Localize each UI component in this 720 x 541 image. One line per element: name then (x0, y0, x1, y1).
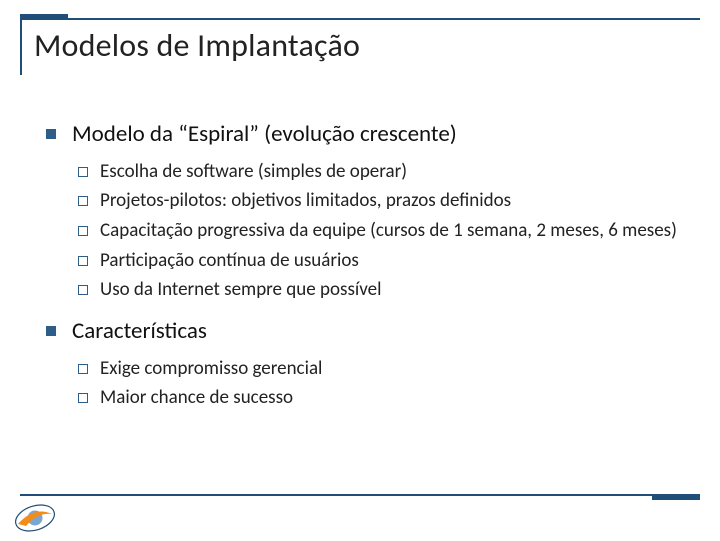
bullet-list-lvl2: Exige compromisso gerencial Maior chance… (72, 356, 678, 411)
slide-title: Modelos de Implantação (20, 26, 700, 65)
footer-rule (20, 494, 700, 496)
list-sub-item: Exige compromisso gerencial (72, 356, 678, 382)
list-sub-item-label: Escolha de software (simples de operar) (100, 160, 407, 183)
list-sub-item: Uso da Internet sempre que possível (72, 277, 678, 303)
footer-rule-accent (652, 496, 700, 500)
list-sub-item-label: Projetos-pilotos: objetivos limitados, p… (100, 189, 511, 212)
list-sub-item-label: Exige compromisso gerencial (100, 357, 322, 380)
logo-icon (12, 500, 58, 536)
bullet-list-lvl2: Escolha de software (simples de operar) … (72, 159, 678, 303)
list-sub-item-label: Participação contínua de usuários (100, 249, 359, 272)
title-frame: Modelos de Implantação (20, 18, 700, 75)
bullet-list-lvl1: Modelo da “Espiral” (evolução crescente)… (42, 120, 678, 411)
list-sub-item: Maior chance de sucesso (72, 385, 678, 411)
list-item: Características Exige compromisso gerenc… (42, 317, 678, 411)
title-area: Modelos de Implantação (20, 14, 700, 75)
list-sub-item: Escolha de software (simples de operar) (72, 159, 678, 185)
list-sub-item-label: Maior chance de sucesso (100, 386, 293, 409)
list-sub-item-label: Uso da Internet sempre que possível (100, 278, 381, 301)
title-left-bar (20, 20, 22, 75)
content-area: Modelo da “Espiral” (evolução crescente)… (42, 120, 678, 425)
list-sub-item: Projetos-pilotos: objetivos limitados, p… (72, 188, 678, 214)
slide: Modelos de Implantação Modelo da “Espira… (0, 0, 720, 540)
list-sub-item-label: Capacitação progressiva da equipe (curso… (100, 219, 677, 242)
list-sub-item: Capacitação progressiva da equipe (curso… (72, 218, 678, 244)
inpe-logo (12, 500, 58, 536)
list-item-label: Características (72, 317, 207, 345)
list-item-label: Modelo da “Espiral” (evolução crescente) (72, 120, 457, 148)
list-item: Modelo da “Espiral” (evolução crescente)… (42, 120, 678, 303)
list-sub-item: Participação contínua de usuários (72, 248, 678, 274)
